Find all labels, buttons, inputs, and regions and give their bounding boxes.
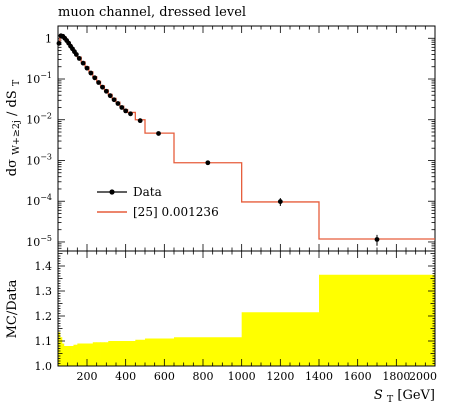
ratio-x-tick-label: 1200 (266, 370, 294, 383)
ratio-band-bin (65, 346, 69, 366)
main-ticks: 1 10−1 10−2 10−3 10−4 10−5 (26, 25, 436, 252)
main-y-tick-label: 10−5 (26, 234, 52, 249)
ratio-band-bin (59, 337, 63, 366)
ratio-x-tick-label: 1800 (382, 370, 410, 383)
data-point (137, 118, 143, 124)
ratio-band-bin (85, 343, 90, 366)
ratio-plot: 1.0 1.1 1.2 1.3 1.4 200 400 600 800 1000 1200 1400 1… (5, 250, 437, 404)
ratio-y-tick-label: 1.1 (35, 335, 53, 348)
ratio-band-bin (71, 346, 74, 366)
ratio-band-bin (88, 343, 94, 366)
ratio-band-bin (92, 342, 98, 366)
ratio-ticks: 1.0 1.1 1.2 1.3 1.4 200 400 600 800 1000 1200 1400 1… (35, 251, 437, 383)
main-y-axis-label: dσ W+≥2j / dS T (5, 79, 23, 176)
ratio-band-bin (96, 342, 101, 366)
main-y-axis-label-rest-sub: T (11, 79, 22, 86)
ratio-band-bin (100, 342, 105, 366)
data-point (96, 80, 101, 85)
ratio-y-tick-label: 1.4 (35, 260, 53, 273)
ratio-band-bin (58, 332, 61, 366)
main-plot-frame (57, 25, 436, 252)
legend-mc-label: [25] 0.001236 (133, 205, 219, 219)
ratio-band-bin (63, 346, 67, 366)
data-point (80, 60, 86, 66)
ratio-band (58, 274, 436, 366)
data-point (73, 52, 79, 57)
data-point (277, 199, 283, 204)
ratio-band-bin (123, 341, 128, 366)
data-point (107, 93, 113, 99)
ratio-x-tick-label: 2000 (409, 370, 437, 383)
ratio-y-axis-label: MC/Data (5, 279, 20, 338)
ratio-x-tick-label: 600 (154, 370, 175, 383)
ratio-band-bin (135, 339, 146, 366)
legend: Data [25] 0.001236 (97, 185, 219, 219)
main-y-tick-label: 10−4 (26, 193, 52, 208)
data-point (119, 105, 125, 110)
x-axis-label: S T [GeV] (374, 388, 435, 404)
main-plot: 1 10−1 10−2 10−3 10−4 10−5 dσ W+≥2j / dS T Da… (5, 25, 436, 252)
main-series (56, 33, 435, 246)
ratio-band-bin (104, 342, 109, 366)
ratio-band-bin (75, 344, 78, 366)
ratio-x-tick-label: 1600 (344, 370, 372, 383)
data-point (111, 97, 117, 103)
ratio-band-bin (116, 341, 121, 366)
ratio-band-bin (119, 341, 125, 366)
ratio-band-bin (77, 343, 82, 366)
main-y-tick-label: 1 (45, 32, 52, 45)
ratio-band-bin (108, 341, 113, 366)
main-y-axis-label-rest: / dS (5, 90, 20, 116)
data-point (123, 108, 129, 114)
x-axis-label-sub: T (387, 394, 394, 404)
data-point (88, 70, 94, 76)
ratio-band-bin (241, 312, 320, 366)
ratio-x-tick-label: 1000 (228, 370, 256, 383)
ratio-x-tick-label: 200 (77, 370, 98, 383)
main-y-axis-label-sub: W+≥2j (11, 120, 22, 155)
data-point (100, 84, 105, 90)
ratio-x-tick-label: 1400 (305, 370, 333, 383)
main-y-tick-label: 10−1 (26, 71, 52, 86)
main-y-tick-label: 10−2 (26, 112, 52, 127)
ratio-band-bin (145, 338, 175, 366)
main-y-tick-label: 10−3 (26, 152, 52, 167)
data-point (92, 75, 98, 81)
ratio-y-tick-label: 1.0 (35, 360, 53, 373)
legend-data-label: Data (133, 185, 162, 199)
data-point (156, 131, 161, 136)
ratio-band-bin (127, 341, 136, 366)
x-axis-label-unit: [GeV] (397, 388, 435, 403)
legend-data-marker (109, 189, 115, 195)
x-axis-label-var: S (374, 388, 383, 403)
ratio-band-bin (81, 343, 86, 366)
ratio-band-bin (174, 337, 243, 366)
ratio-x-tick-label: 800 (193, 370, 214, 383)
plot-title: muon channel, dressed level (58, 5, 246, 20)
ratio-x-tick-label: 400 (115, 370, 136, 383)
data-point (84, 65, 90, 71)
data-point (128, 111, 133, 117)
ratio-band-bin (112, 341, 117, 366)
data-point (103, 88, 109, 94)
ratio-band-bin (319, 274, 436, 366)
ratio-y-tick-label: 1.3 (35, 285, 53, 298)
data-point (115, 101, 121, 106)
ratio-y-tick-label: 1.2 (35, 310, 53, 323)
data-point (56, 40, 62, 46)
ratio-band-bin (61, 343, 65, 366)
data-point (374, 237, 380, 242)
ratio-band-bin (69, 346, 72, 366)
main-y-axis-label-base: dσ (5, 159, 20, 176)
data-point (205, 160, 211, 166)
data-point (76, 56, 82, 61)
ratio-band-bin (73, 344, 76, 366)
ratio-band-bin (67, 346, 70, 366)
